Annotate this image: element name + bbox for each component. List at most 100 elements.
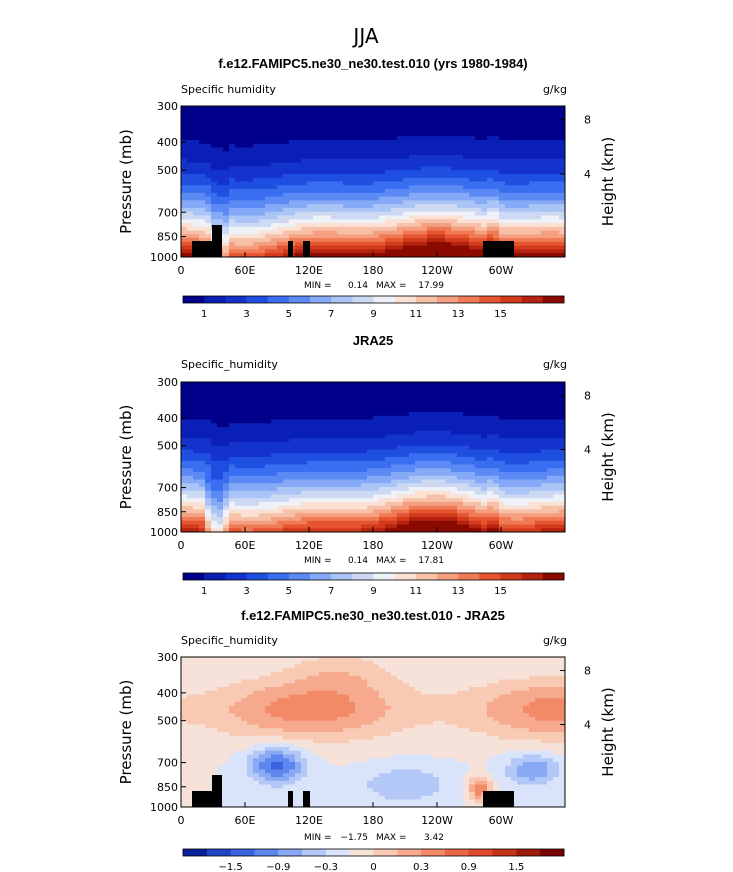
field-cell <box>283 117 290 122</box>
field-cell <box>193 117 200 122</box>
field-cell <box>475 434 482 439</box>
field-cell <box>541 215 548 220</box>
field-cell <box>487 139 494 145</box>
field-cell <box>475 136 482 141</box>
field-cell <box>205 192 212 198</box>
field-cell <box>517 483 524 488</box>
field-cell <box>187 475 194 481</box>
field-cell <box>319 502 326 507</box>
field-cell <box>385 132 392 137</box>
field-cell <box>187 241 194 247</box>
field-cell <box>559 139 565 145</box>
field-cell <box>541 249 548 254</box>
field-cell <box>487 509 494 514</box>
field-cell <box>421 434 428 439</box>
field-cell <box>247 234 254 239</box>
field-cell <box>385 389 392 394</box>
field-cell <box>229 502 236 507</box>
field-cell <box>397 207 404 213</box>
field-cell <box>259 468 266 473</box>
field-cell <box>193 513 200 518</box>
field-cell <box>283 253 290 257</box>
field-cell <box>511 468 518 473</box>
field-cell <box>205 124 212 130</box>
field-cell <box>283 442 290 447</box>
field-cell <box>187 483 194 488</box>
field-cell <box>247 524 254 529</box>
field-cell <box>481 185 488 190</box>
field-cell <box>433 427 440 432</box>
field-cell <box>511 234 518 239</box>
field-cell <box>391 419 398 424</box>
field-cell <box>469 434 476 439</box>
field-cell <box>433 502 440 507</box>
field-cell <box>235 397 242 402</box>
field-cell <box>193 113 200 118</box>
field-cell <box>271 415 278 421</box>
field-cell <box>295 162 302 168</box>
field-cell <box>445 245 452 251</box>
field-cell <box>241 464 248 469</box>
field-cell <box>199 502 206 507</box>
field-cell <box>445 139 452 145</box>
field-cell <box>487 419 494 424</box>
field-cell <box>409 430 416 436</box>
field-cell <box>289 438 296 443</box>
field-cell <box>367 487 374 492</box>
field-cell <box>283 490 290 496</box>
field-cell <box>313 389 320 394</box>
field-cell <box>505 404 512 409</box>
field-cell <box>397 113 404 118</box>
field-cell <box>319 479 326 484</box>
field-cell <box>259 412 266 417</box>
field-cell <box>295 245 302 251</box>
field-cell <box>433 230 440 235</box>
field-cell <box>277 173 284 179</box>
field-cell <box>295 442 302 447</box>
field-cell <box>367 223 374 228</box>
field-cell <box>223 472 230 477</box>
field-cell <box>493 483 500 488</box>
field-cell <box>523 487 530 492</box>
field-cell <box>463 404 470 409</box>
field-cell <box>541 151 548 156</box>
field-cell <box>277 234 284 239</box>
field-cell <box>463 189 470 194</box>
field-cell <box>517 415 524 421</box>
field-cell <box>301 408 308 413</box>
field-cell <box>289 479 296 484</box>
field-cell <box>241 185 248 190</box>
x-tick-label: 120E <box>295 264 323 277</box>
field-cell <box>331 457 338 462</box>
field-cell <box>451 192 458 198</box>
field-cell <box>415 412 422 417</box>
field-cell <box>475 170 482 175</box>
field-cell <box>211 494 218 499</box>
field-cell <box>409 241 416 247</box>
field-cell <box>415 253 422 257</box>
field-cell <box>385 241 392 247</box>
field-cell <box>205 234 212 239</box>
field-cell <box>217 434 224 439</box>
field-cell <box>547 207 554 213</box>
field-cell <box>487 479 494 484</box>
field-cell <box>427 249 434 254</box>
field-cell <box>373 509 380 514</box>
field-cell <box>343 215 350 220</box>
field-cell <box>223 139 230 145</box>
field-cell <box>229 121 236 126</box>
field-cell <box>517 207 524 213</box>
field-cell <box>469 238 476 243</box>
field-cell <box>325 132 332 137</box>
field-cell <box>337 412 344 417</box>
field-cell <box>511 177 518 183</box>
field-cell <box>211 155 218 160</box>
field-cell <box>349 124 356 130</box>
field-cell <box>373 382 380 387</box>
field-cell <box>247 393 254 398</box>
field-cell <box>259 143 266 149</box>
field-cell <box>307 124 314 130</box>
field-cell <box>319 128 326 134</box>
field-cell <box>319 106 326 111</box>
field-cell <box>511 196 518 201</box>
